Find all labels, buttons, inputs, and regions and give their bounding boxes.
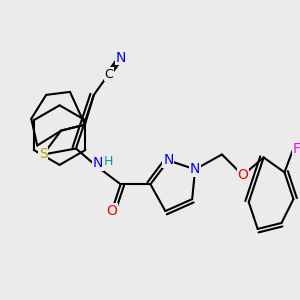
Text: S: S bbox=[39, 148, 48, 161]
Text: N: N bbox=[116, 51, 126, 64]
Text: H: H bbox=[103, 155, 113, 168]
Text: N: N bbox=[190, 162, 200, 176]
Text: C: C bbox=[104, 68, 113, 80]
Text: F: F bbox=[292, 142, 300, 155]
Text: O: O bbox=[106, 204, 117, 218]
Text: N: N bbox=[163, 153, 173, 167]
Text: N: N bbox=[93, 156, 104, 170]
Text: O: O bbox=[237, 168, 248, 182]
